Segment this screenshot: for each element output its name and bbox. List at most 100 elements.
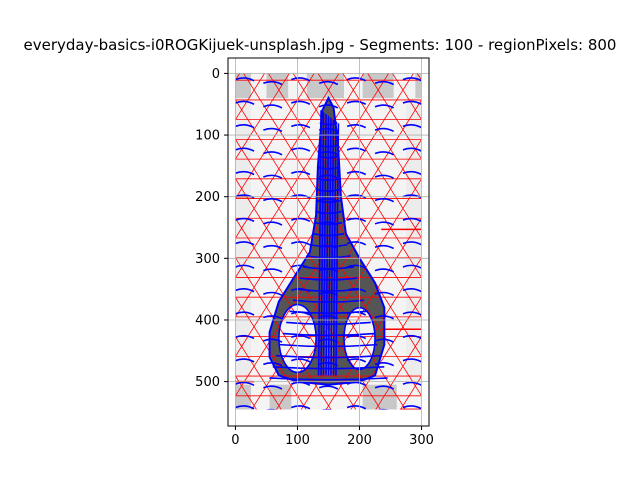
contour-line	[315, 199, 342, 204]
contour-line	[235, 217, 255, 223]
background-tile	[266, 73, 289, 99]
axes-frame	[227, 57, 430, 427]
segment-boundary	[428, 80, 453, 100]
contour-line	[290, 100, 311, 105]
contour-line	[346, 147, 367, 152]
contour-line	[235, 77, 255, 82]
contour-line	[290, 241, 311, 246]
contour-line	[235, 100, 255, 105]
contour-line	[374, 151, 395, 156]
contour-line	[290, 77, 311, 82]
contour-line	[402, 358, 421, 363]
contour-line	[402, 77, 421, 82]
contour-lines	[235, 77, 421, 410]
contour-line	[317, 155, 340, 159]
contour-line	[374, 268, 395, 273]
contour-line	[279, 343, 378, 348]
contour-line	[263, 104, 283, 109]
contour-line	[235, 124, 255, 129]
contour-line	[374, 127, 395, 133]
object-outline	[268, 95, 386, 386]
contour-line	[263, 385, 283, 390]
contour-line	[235, 311, 255, 316]
contour-line	[263, 291, 283, 297]
plot-area: 0 100 200 300 0 100 200 300 400 500	[195, 57, 453, 448]
contour-line	[402, 381, 421, 386]
y-tick-label: 100	[195, 129, 220, 144]
contour-line	[402, 217, 421, 222]
segment-boundary	[428, 238, 453, 258]
contour-line	[402, 334, 421, 340]
contour-line	[402, 194, 421, 199]
contour-line	[374, 174, 395, 179]
contour-line	[346, 124, 367, 129]
contour-line	[346, 100, 367, 105]
contour-line	[290, 194, 311, 199]
contour-line	[316, 177, 341, 181]
segment-boundary	[428, 396, 453, 416]
contour-line	[235, 264, 255, 269]
contour-line	[318, 385, 339, 390]
contour-line	[318, 80, 339, 86]
contour-line	[374, 244, 395, 250]
contour-line	[263, 268, 283, 273]
contour-line	[312, 232, 345, 237]
contour-line	[402, 264, 421, 269]
segment-boundary	[428, 317, 453, 337]
contour-line	[290, 124, 311, 129]
contour-line	[374, 80, 395, 86]
contour-line	[402, 147, 421, 152]
segment-boundary	[428, 356, 453, 376]
contour-line	[318, 104, 339, 109]
contour-line	[402, 170, 421, 176]
contour-line	[235, 241, 255, 246]
x-tick-label: 200	[347, 433, 372, 448]
background-tile	[362, 73, 394, 99]
y-tick-label: 200	[195, 190, 220, 205]
contour-line	[318, 133, 339, 137]
y-tick-label: 400	[195, 313, 220, 328]
y-tick-label: 300	[195, 252, 220, 267]
contour-line	[263, 174, 283, 179]
contour-line	[290, 334, 311, 340]
contour-line	[290, 217, 311, 223]
segment-boundary	[428, 120, 453, 140]
y-tick-label: 0	[212, 67, 220, 82]
contour-line	[374, 291, 395, 297]
contour-line	[346, 194, 367, 199]
contour-line	[346, 241, 367, 246]
contour-line	[263, 198, 283, 203]
contour-line	[292, 299, 365, 303]
contour-line	[314, 221, 343, 226]
contour-line	[402, 405, 421, 410]
grid-lines	[228, 58, 429, 426]
contour-line	[374, 385, 395, 390]
x-tick-label: 0	[231, 433, 239, 448]
contour-line	[402, 241, 421, 246]
contour-line	[235, 194, 255, 199]
contour-line	[235, 381, 255, 387]
contour-line	[296, 288, 361, 292]
contour-line	[346, 170, 367, 176]
contour-line	[282, 332, 375, 337]
background-tile	[362, 384, 397, 410]
contour-line	[266, 408, 277, 410]
contour-line	[374, 361, 395, 367]
contour-line	[318, 144, 339, 148]
contour-line	[263, 244, 283, 250]
x-tick-label: 300	[409, 433, 434, 448]
contour-line	[263, 338, 283, 343]
contour-line	[377, 408, 389, 410]
contour-line	[402, 311, 421, 316]
contour-line	[272, 366, 385, 370]
segmented-image	[235, 73, 453, 416]
contour-line	[321, 408, 333, 410]
contour-line	[346, 77, 367, 82]
contour-line	[346, 334, 367, 340]
axis-ticks: 0 100 200 300 0 100 200 300 400 500	[195, 67, 434, 448]
contour-line	[306, 255, 351, 259]
x-tick-label: 100	[285, 433, 310, 448]
contour-line	[269, 377, 388, 381]
chart-title: everyday-basics-i0ROGKijuek-unsplash.jpg…	[24, 36, 617, 54]
